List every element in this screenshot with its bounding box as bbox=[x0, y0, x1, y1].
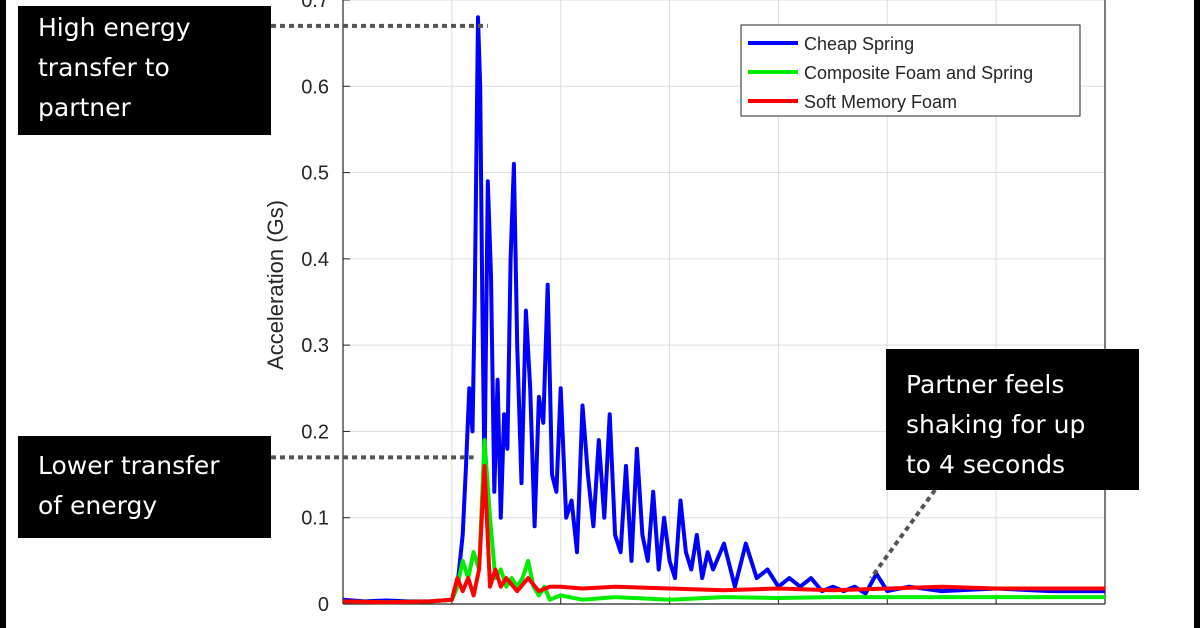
y-axis-label: Acceleration (Gs) bbox=[263, 200, 288, 370]
series-lines bbox=[342, 15, 1105, 605]
x-tick-label: 1 bbox=[555, 625, 566, 628]
x-tick-label: 3 bbox=[773, 625, 784, 628]
y-tick-labels: 0 0.1 0.2 0.3 0.4 0.5 0.6 0.7 bbox=[301, 0, 329, 616]
legend-label-cheap-spring: Cheap Spring bbox=[804, 34, 914, 54]
leader-lines bbox=[271, 23, 937, 580]
y-tick-label: 0 bbox=[318, 594, 329, 616]
callout-high-energy-transfer: High energy transfer to partner bbox=[18, 6, 271, 135]
y-tick-label: 0.1 bbox=[301, 508, 329, 530]
x-tick-label: 5 bbox=[991, 625, 1002, 628]
leader-line-partner bbox=[869, 488, 937, 580]
y-tick-label: 0.5 bbox=[301, 163, 329, 185]
callout-partner-shaking: Partner feels shaking for up to 4 second… bbox=[886, 349, 1139, 490]
x-tick-labels: -1 0 1 2 3 4 5 6 bbox=[334, 625, 1110, 628]
x-tick-label: 2 bbox=[664, 625, 675, 628]
series-line-cheap-spring bbox=[342, 15, 1105, 604]
y-tick-label: 0.6 bbox=[301, 76, 329, 98]
y-tick-label: 0.2 bbox=[301, 421, 329, 443]
y-tick-label: 0.7 bbox=[301, 0, 329, 12]
x-tick-label: 6 bbox=[1099, 625, 1110, 628]
legend-entries: Cheap Spring Composite Foam and Spring Sof… bbox=[748, 34, 1033, 112]
x-tick-label: -1 bbox=[334, 625, 352, 628]
legend-label-soft-memory-foam: Soft Memory Foam bbox=[804, 92, 957, 112]
series-line-composite-foam-and-spring bbox=[342, 438, 1105, 605]
x-tick-label: 0 bbox=[446, 625, 457, 628]
x-tick-label: 4 bbox=[882, 625, 893, 628]
callout-lower-transfer: Lower transfer of energy bbox=[18, 436, 271, 538]
series-line-soft-memory-foam bbox=[342, 463, 1105, 605]
legend-label-composite-foam-and-spring: Composite Foam and Spring bbox=[804, 63, 1033, 83]
legend: Cheap Spring Composite Foam and Spring Sof… bbox=[740, 24, 1081, 117]
y-tick-label: 0.4 bbox=[301, 249, 329, 271]
y-tick-label: 0.3 bbox=[301, 335, 329, 357]
